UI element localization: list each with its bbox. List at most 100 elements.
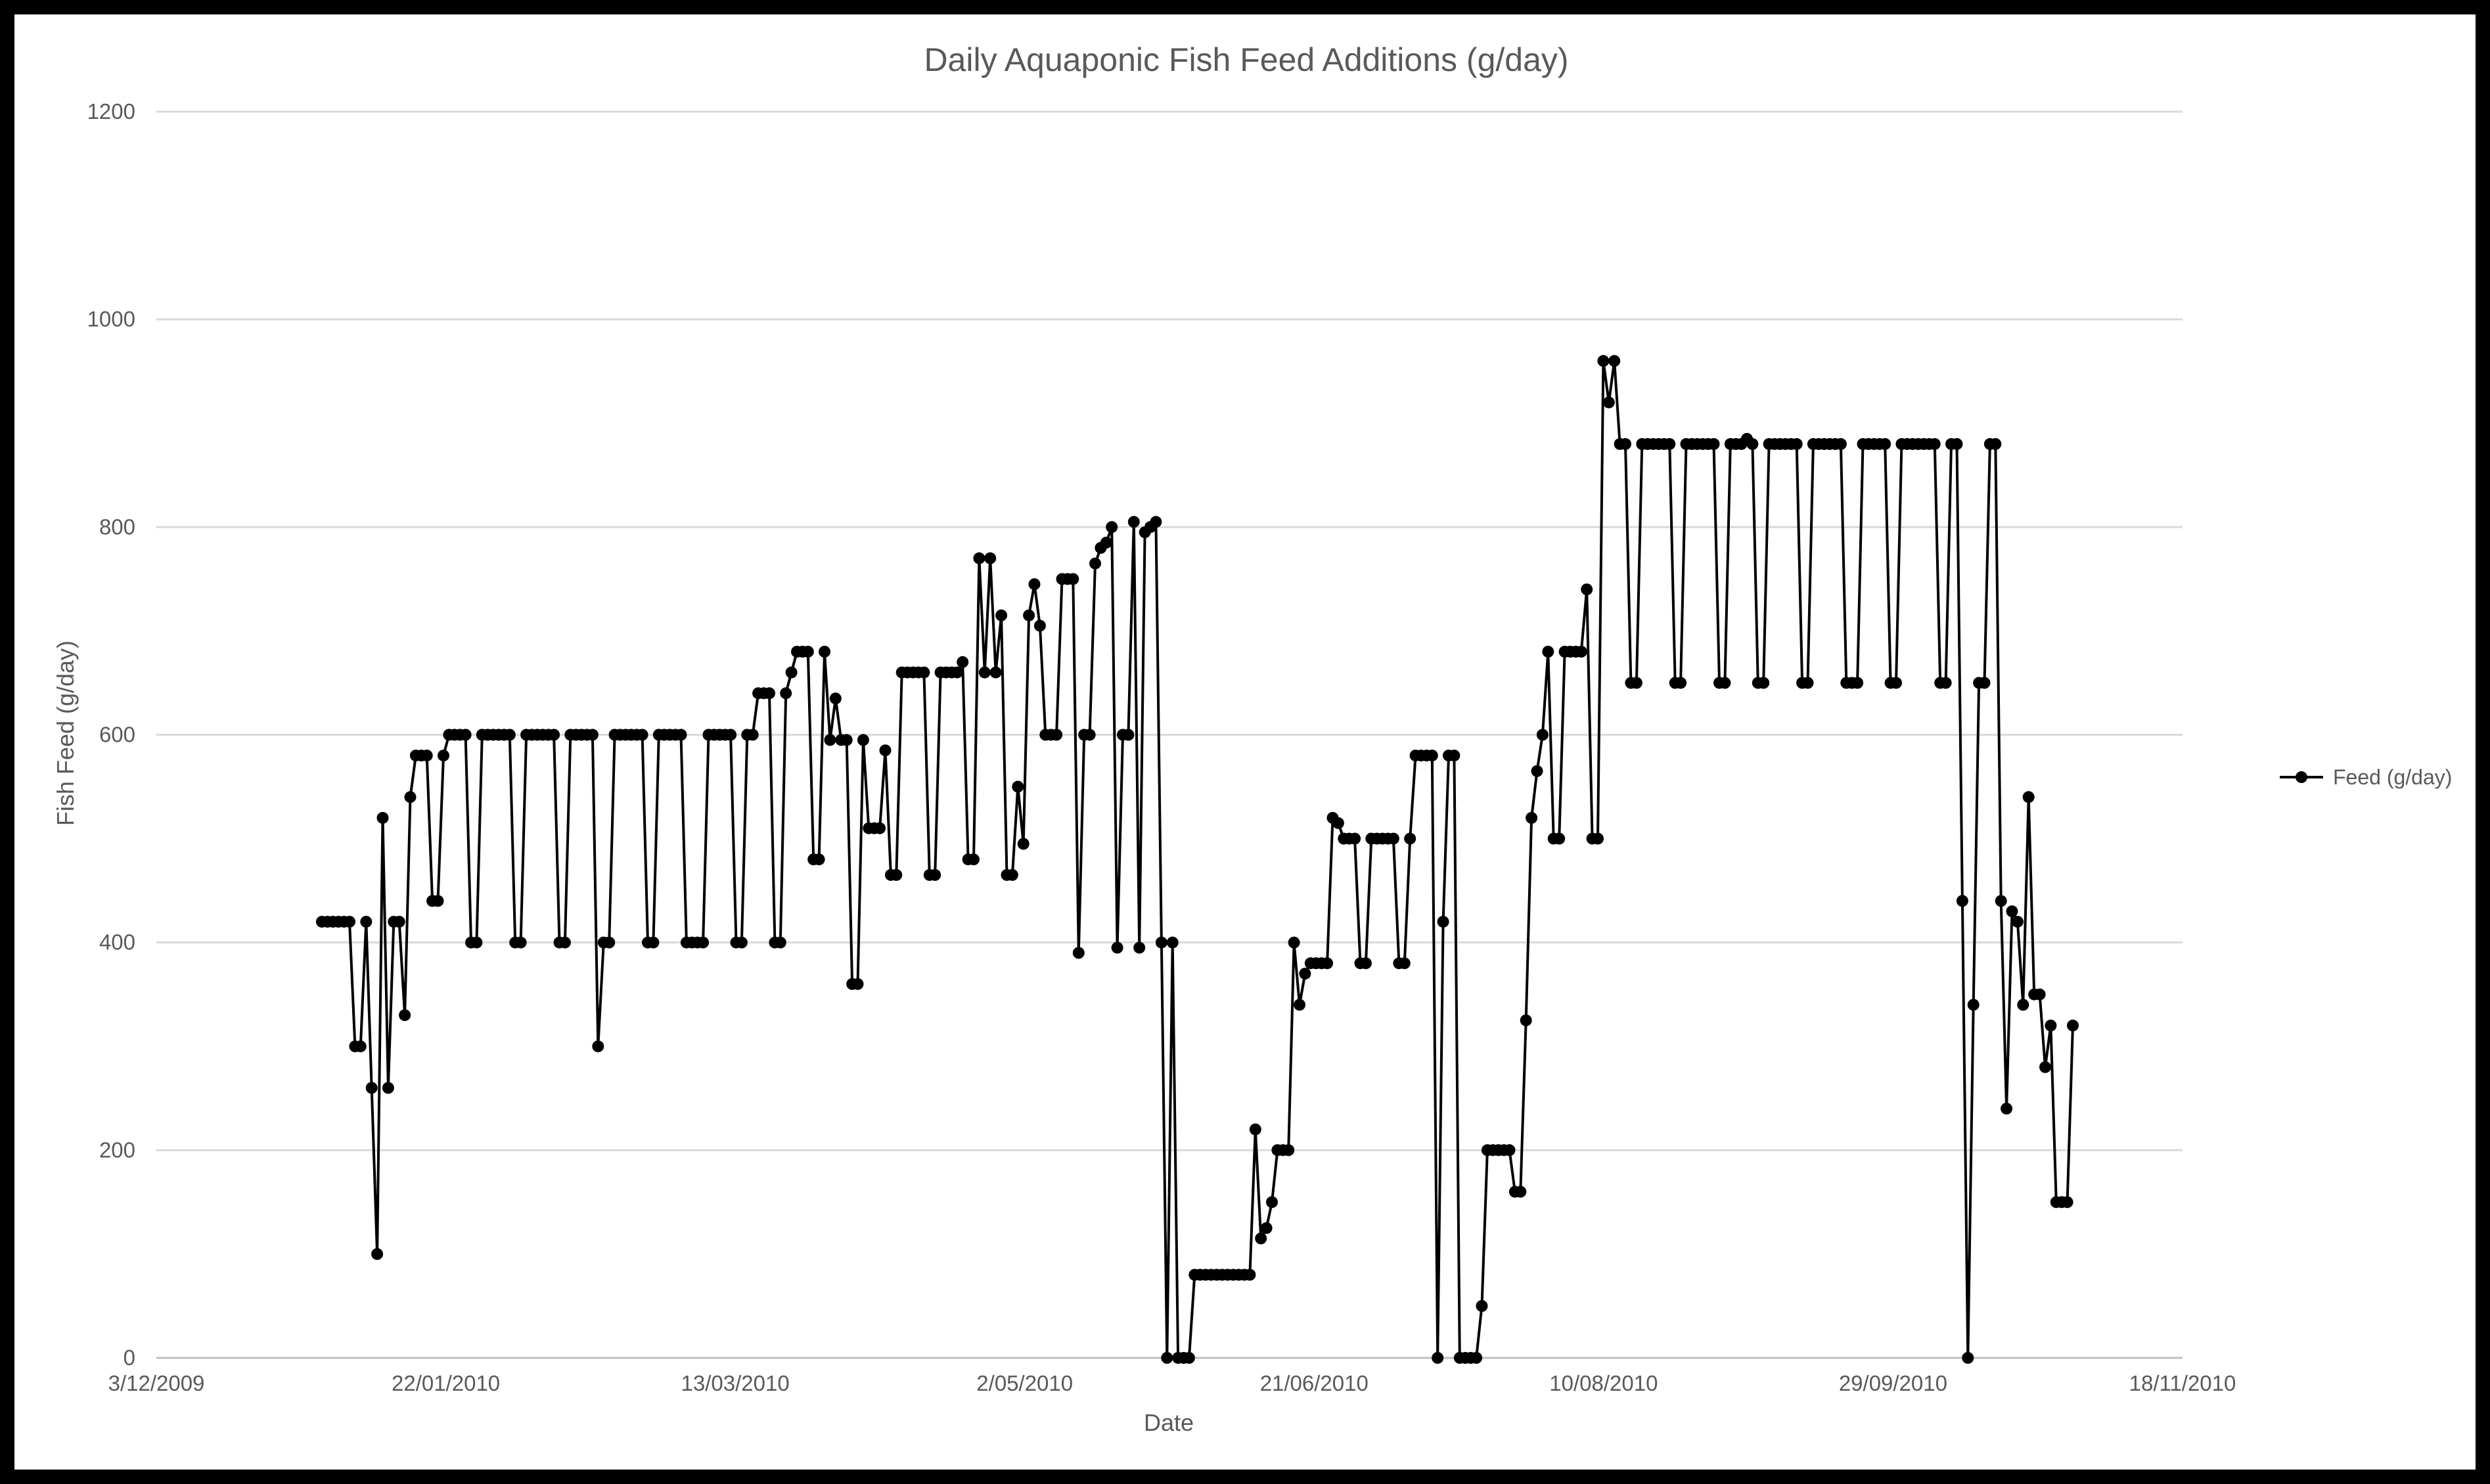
y-tick-label: 0 — [124, 1345, 135, 1370]
y-axis-ticks: 0 200 400 600 800 1000 1200 — [87, 99, 135, 1370]
data-point — [548, 729, 560, 741]
data-point — [697, 936, 710, 949]
feed-series — [316, 355, 2079, 1364]
data-point — [1978, 677, 1991, 689]
series-line — [322, 359, 2074, 1359]
data-point — [503, 729, 516, 741]
data-point — [857, 734, 869, 746]
data-point — [1553, 832, 1566, 845]
x-tick-label: 3/12/2009 — [108, 1371, 205, 1395]
data-point — [1127, 516, 1140, 528]
data-point — [586, 729, 599, 741]
data-point — [989, 666, 1002, 679]
data-point — [1834, 438, 1847, 450]
data-point — [354, 1040, 367, 1052]
y-axis-label: Fish Feed (g/day) — [52, 641, 79, 826]
y-tick-label: 200 — [99, 1138, 135, 1162]
data-point — [1514, 1186, 1527, 1198]
data-point — [376, 812, 389, 824]
data-point — [774, 936, 786, 949]
data-point — [2006, 905, 2018, 918]
y-tick-label: 600 — [99, 723, 135, 747]
data-point — [2022, 791, 2035, 803]
data-point — [874, 822, 886, 834]
data-point — [1801, 677, 1814, 689]
data-point — [1630, 677, 1642, 689]
data-point — [1476, 1300, 1488, 1312]
data-point — [840, 734, 853, 746]
data-point — [1294, 999, 1305, 1011]
data-point — [1133, 941, 1146, 954]
data-point — [438, 750, 449, 762]
data-point — [1072, 947, 1085, 959]
data-point — [1067, 573, 1079, 585]
data-point — [1359, 957, 1372, 970]
data-point — [1619, 438, 1631, 450]
data-point — [365, 1082, 378, 1094]
data-point — [978, 666, 991, 679]
data-point — [1282, 1144, 1295, 1156]
data-point — [1575, 646, 1587, 658]
data-point — [802, 646, 814, 658]
data-point — [1448, 750, 1460, 762]
data-point — [1332, 817, 1344, 829]
x-tick-label: 10/08/2010 — [1549, 1371, 1658, 1395]
legend-label: Feed (g/day) — [2333, 765, 2452, 789]
data-point — [746, 729, 759, 741]
data-point — [404, 791, 417, 803]
data-point — [1432, 1352, 1444, 1364]
data-point — [918, 666, 930, 679]
data-point — [785, 666, 798, 679]
data-point — [968, 853, 980, 866]
data-point — [1260, 1222, 1273, 1234]
data-point — [360, 916, 373, 928]
x-tick-label: 2/05/2010 — [976, 1371, 1073, 1395]
data-point — [1597, 355, 1610, 367]
data-point — [603, 936, 616, 949]
data-point — [951, 666, 963, 679]
data-point — [2011, 916, 2024, 928]
data-point — [1790, 438, 1803, 450]
data-point — [432, 895, 444, 907]
data-point — [1520, 1014, 1532, 1027]
data-point — [1255, 1232, 1267, 1245]
gridlines — [156, 110, 2183, 1152]
data-point — [2017, 999, 2029, 1011]
y-tick-label: 1000 — [87, 307, 135, 331]
data-point — [1956, 895, 1968, 907]
data-point — [1536, 729, 1549, 741]
data-point — [592, 1040, 604, 1052]
legend: Feed (g/day) — [2280, 765, 2452, 789]
data-point — [420, 750, 433, 762]
data-point — [558, 936, 571, 949]
x-tick-label: 21/06/2010 — [1260, 1371, 1369, 1395]
data-point — [1746, 438, 1759, 450]
data-point — [1398, 957, 1411, 970]
data-point — [1581, 583, 1593, 596]
data-point — [1890, 677, 1902, 689]
data-point — [1602, 396, 1615, 409]
data-point — [1122, 729, 1135, 741]
data-point — [929, 868, 941, 881]
data-point — [459, 729, 472, 741]
data-point — [1083, 729, 1096, 741]
data-point — [1299, 968, 1311, 980]
data-point — [1470, 1352, 1483, 1364]
data-point — [890, 868, 903, 881]
data-point — [344, 916, 355, 928]
data-point — [1244, 1269, 1256, 1281]
data-point — [1111, 941, 1123, 954]
data-point — [470, 936, 483, 949]
data-point — [1951, 438, 1963, 450]
data-point — [780, 687, 792, 700]
data-point — [1051, 729, 1063, 741]
data-point — [1542, 646, 1554, 658]
data-point — [636, 729, 648, 741]
data-point — [1719, 677, 1731, 689]
data-point — [851, 978, 864, 990]
y-tick-label: 800 — [99, 514, 135, 539]
legend-point-marker — [2296, 771, 2307, 783]
data-point — [1349, 832, 1361, 845]
data-point — [2001, 1102, 2013, 1115]
